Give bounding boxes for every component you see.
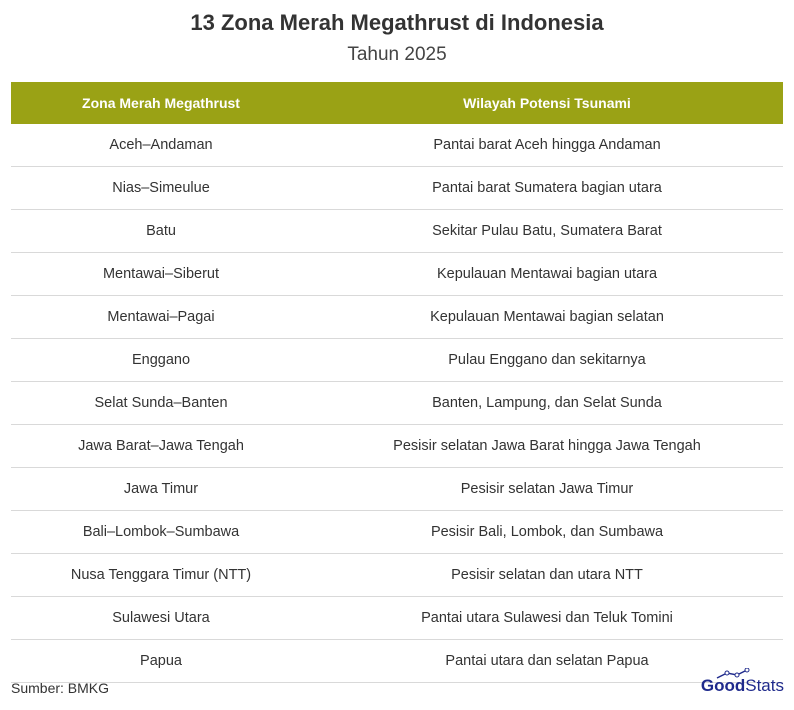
table-row: Batu Sekitar Pulau Batu, Sumatera Barat [11,209,783,253]
table-row: Aceh–Andaman Pantai barat Aceh hingga And… [11,124,783,167]
megathrust-table: Zona Merah Megathrust Wilayah Potensi Ts… [11,82,783,683]
region-cell: Pesisir Bali, Lombok, dan Sumbawa [311,510,783,554]
table-row: Nusa Tenggara Timur (NTT) Pesisir selatan… [11,553,783,597]
region-cell: Pantai utara dan selatan Papua [311,639,783,683]
zone-cell: Jawa Timur [11,467,311,511]
table-row: Mentawai–Pagai Kepulauan Mentawai bagian … [11,295,783,339]
column-header-region: Wilayah Potensi Tsunami [311,82,783,124]
table-row: Enggano Pulau Enggano dan sekitarnya [11,338,783,382]
region-cell: Pulau Enggano dan sekitarnya [311,338,783,382]
zone-cell: Batu [11,209,311,253]
table-row: Sulawesi Utara Pantai utara Sulawesi dan … [11,596,783,640]
region-cell: Pesisir selatan Jawa Timur [311,467,783,511]
zone-cell: Nusa Tenggara Timur (NTT) [11,553,311,597]
table-header-row: Zona Merah Megathrust Wilayah Potensi Ts… [11,82,783,124]
column-header-zone: Zona Merah Megathrust [11,82,311,124]
zone-cell: Nias–Simeulue [11,166,311,210]
region-cell: Pesisir selatan dan utara NTT [311,553,783,597]
table-row: Selat Sunda–Banten Banten, Lampung, dan S… [11,381,783,425]
region-cell: Pantai barat Sumatera bagian utara [311,166,783,210]
table-row: Nias–Simeulue Pantai barat Sumatera bagia… [11,166,783,210]
chart-line-icon [716,668,750,679]
table-row: Mentawai–Siberut Kepulauan Mentawai bagia… [11,252,783,296]
zone-cell: Sulawesi Utara [11,596,311,640]
region-cell: Pesisir selatan Jawa Barat hingga Jawa T… [311,424,783,468]
zone-cell: Enggano [11,338,311,382]
zone-cell: Aceh–Andaman [11,124,311,167]
region-cell: Banten, Lampung, dan Selat Sunda [311,381,783,425]
zone-cell: Papua [11,639,311,683]
region-cell: Kepulauan Mentawai bagian utara [311,252,783,296]
zone-cell: Jawa Barat–Jawa Tengah [11,424,311,468]
table-row: Jawa Barat–Jawa Tengah Pesisir selatan Ja… [11,424,783,468]
page-subtitle: Tahun 2025 [347,44,447,65]
region-cell: Sekitar Pulau Batu, Sumatera Barat [311,209,783,253]
zone-cell: Mentawai–Siberut [11,252,311,296]
table-row: Jawa Timur Pesisir selatan Jawa Timur [11,467,783,511]
region-cell: Kepulauan Mentawai bagian selatan [311,295,783,339]
table-row: Papua Pantai utara dan selatan Papua [11,639,783,683]
zone-cell: Bali–Lombok–Sumbawa [11,510,311,554]
region-cell: Pantai utara Sulawesi dan Teluk Tomini [311,596,783,640]
table-row: Bali–Lombok–Sumbawa Pesisir Bali, Lombok,… [11,510,783,554]
page-title: 13 Zona Merah Megathrust di Indonesia [190,10,604,35]
goodstats-logo: GoodStats [701,668,784,696]
region-cell: Pantai barat Aceh hingga Andaman [311,124,783,167]
zone-cell: Selat Sunda–Banten [11,381,311,425]
zone-cell: Mentawai–Pagai [11,295,311,339]
source-note: Sumber: BMKG [11,680,110,696]
